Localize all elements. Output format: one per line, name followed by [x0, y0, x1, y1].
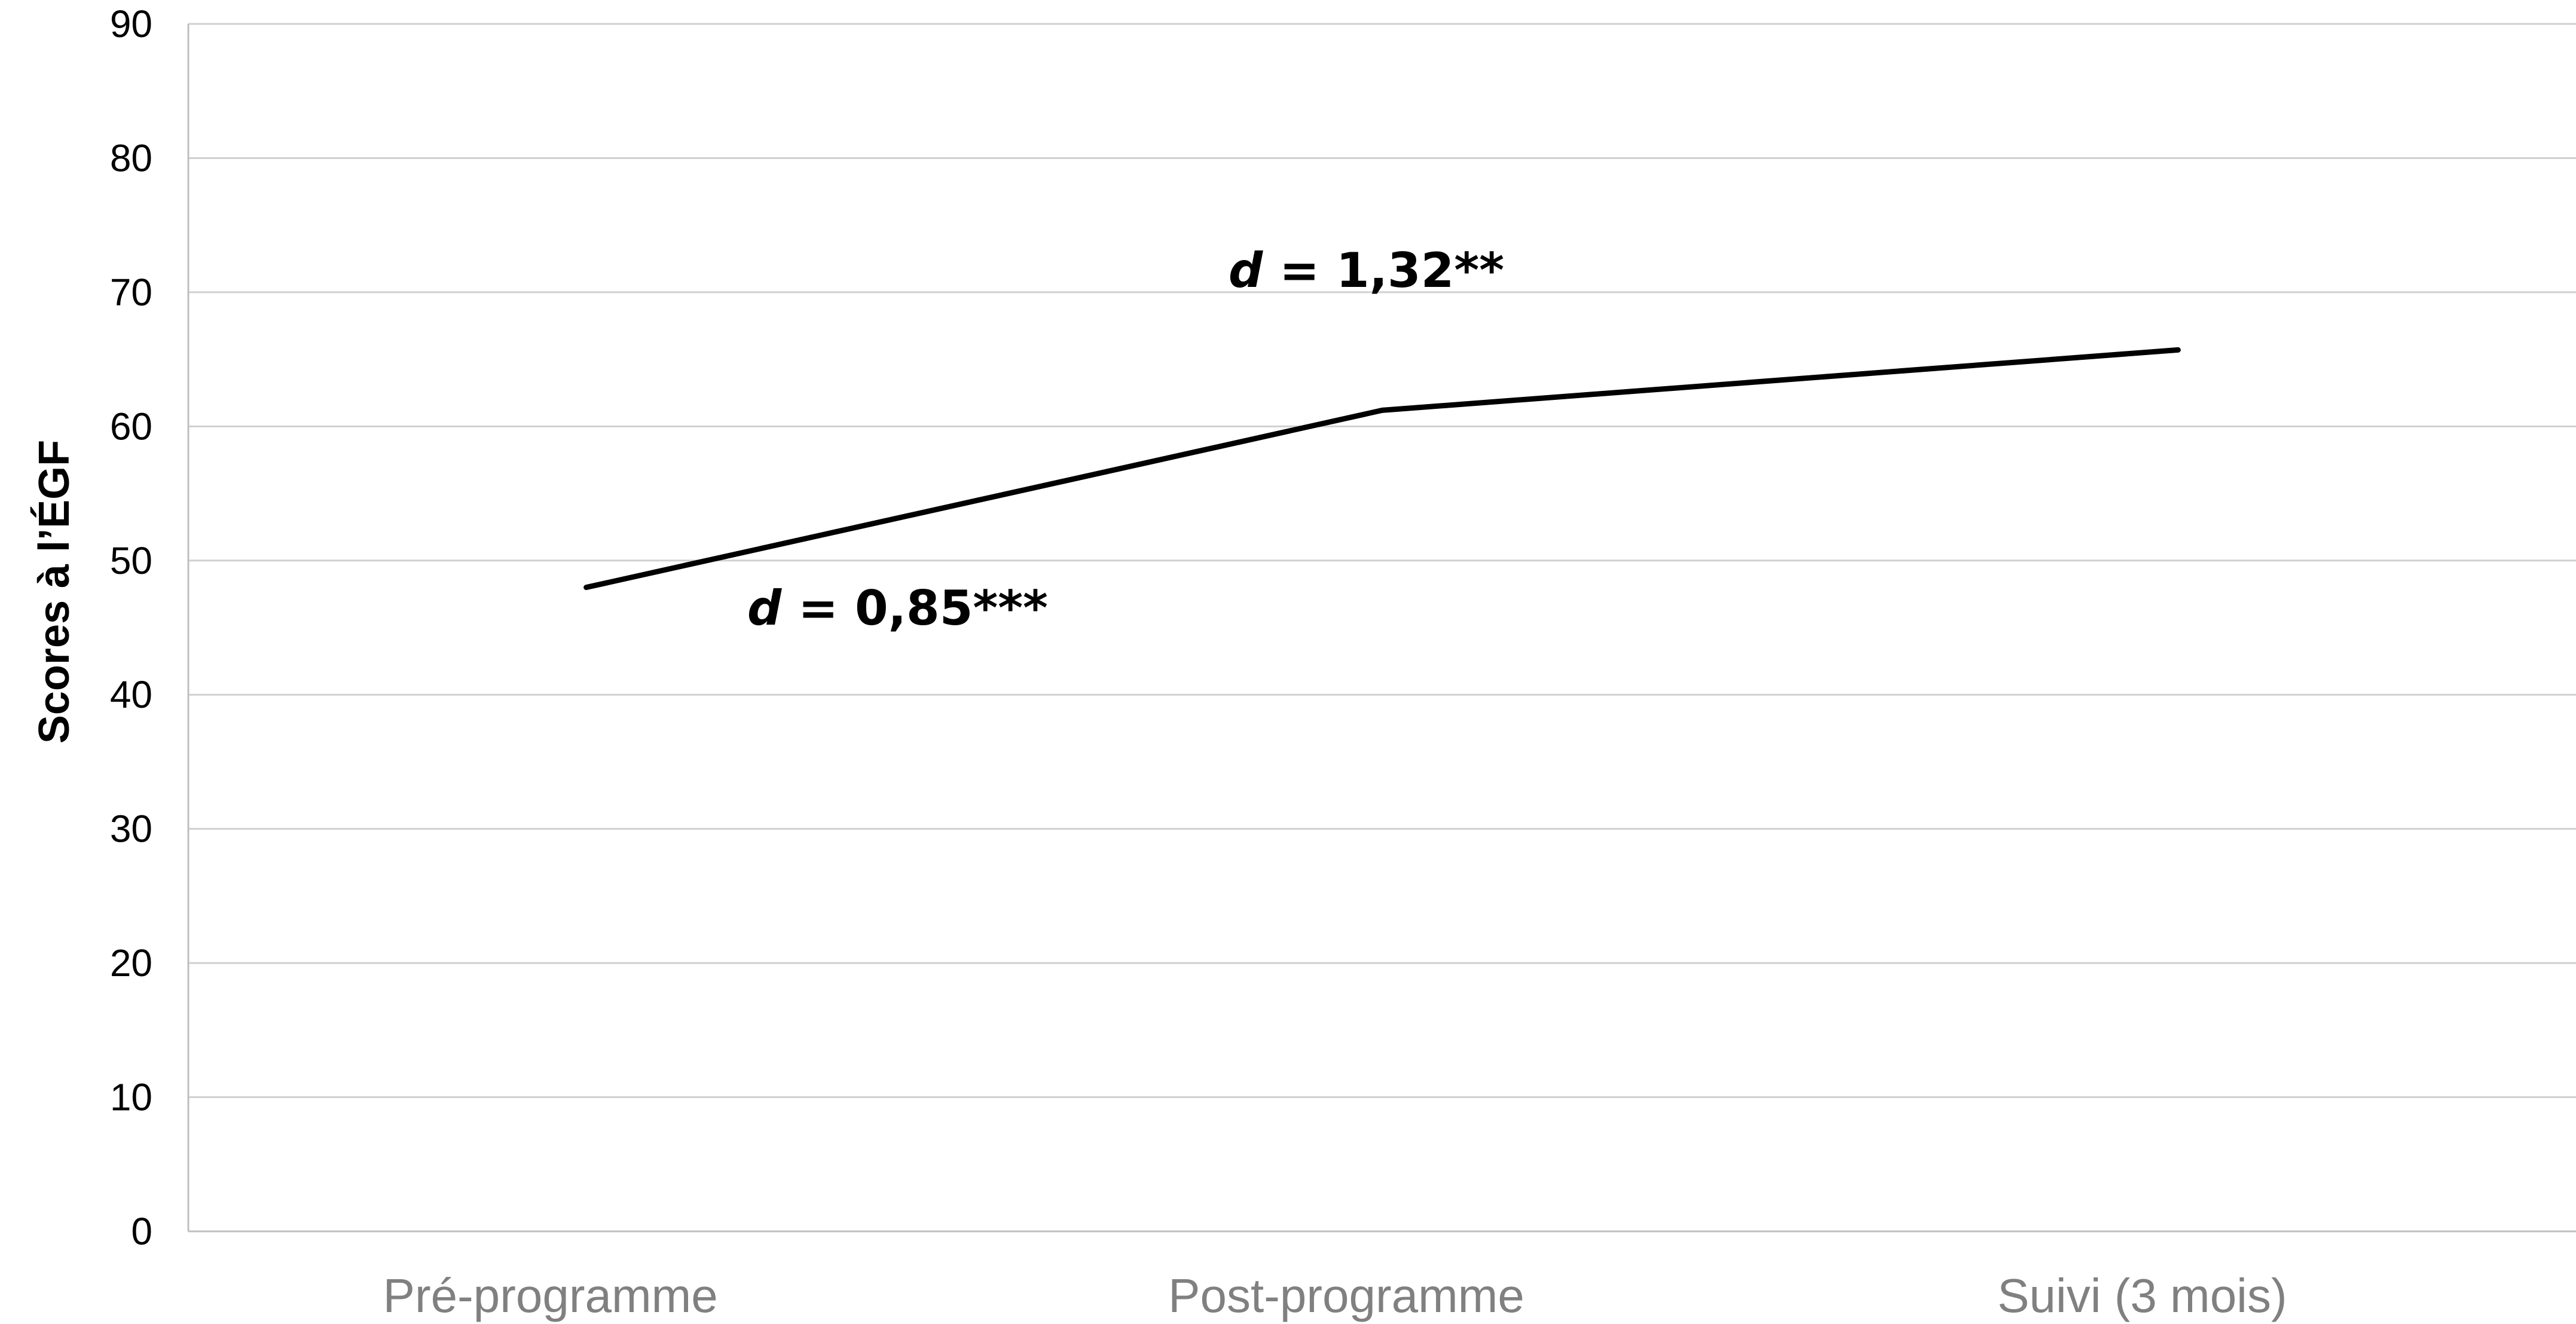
y-axis-label: Scores à l’ÉGF — [30, 440, 78, 744]
annotation-effect-size-2: d = 1,32** — [1229, 243, 1504, 298]
y-tick-labels: 0 10 20 30 40 50 60 70 80 90 — [110, 2, 152, 1253]
x-category-label: Post-programme — [1168, 1269, 1524, 1322]
x-category-label: Suivi (3 mois) — [1997, 1269, 2287, 1322]
y-tick-label: 90 — [110, 2, 152, 45]
annotation-text: = 1,32** — [1263, 243, 1504, 298]
y-tick-label: 40 — [110, 673, 152, 716]
series-line — [586, 350, 2178, 587]
y-tick-label: 10 — [110, 1076, 152, 1119]
y-tick-label: 60 — [110, 405, 152, 448]
x-category-labels: Pré-programme Post-programme Suivi (3 mois… — [383, 1269, 2287, 1322]
y-tick-label: 80 — [110, 136, 152, 179]
series-group — [586, 350, 2178, 587]
y-tick-label: 20 — [110, 941, 152, 984]
annotation-symbol: d — [1229, 243, 1263, 298]
y-tick-label: 30 — [110, 808, 152, 851]
annotation-symbol: d — [747, 580, 782, 636]
gridlines — [188, 24, 2576, 1097]
y-tick-label: 0 — [131, 1210, 152, 1253]
axes — [188, 24, 2576, 1231]
y-tick-label: 50 — [110, 539, 152, 582]
y-tick-label: 70 — [110, 271, 152, 314]
annotation-text: = 0,85*** — [781, 580, 1048, 636]
x-category-label: Pré-programme — [383, 1269, 718, 1322]
annotation-effect-size-1: d = 0,85*** — [747, 580, 1048, 636]
